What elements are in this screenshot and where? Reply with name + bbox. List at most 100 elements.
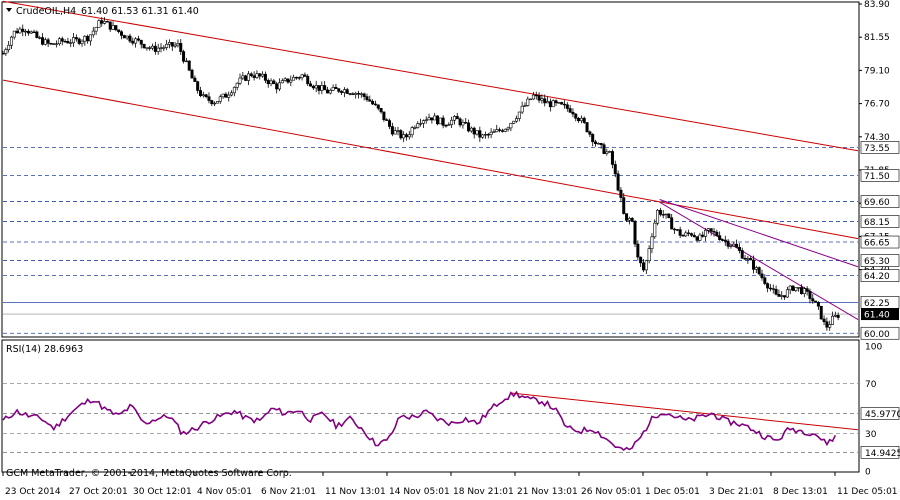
candle-body [300, 74, 304, 79]
candle-body [303, 74, 307, 77]
candle-body [458, 118, 462, 126]
candle-body [492, 131, 496, 133]
candle-body [24, 30, 28, 33]
price-trendline [659, 199, 859, 268]
level-label: 73.55 [864, 144, 890, 154]
candle-body [213, 102, 217, 105]
candle-body [467, 122, 471, 132]
candle-body [828, 324, 832, 328]
candle-body [390, 126, 394, 135]
candle-body [354, 93, 358, 95]
candle-body [15, 30, 19, 34]
candle-body [752, 259, 756, 270]
candle-body [656, 209, 660, 224]
candle-body [173, 44, 177, 47]
time-tick-label: 23 Oct 2014 [5, 487, 61, 497]
candle-body [159, 47, 163, 49]
candle-body [227, 94, 231, 98]
time-tick-label: 6 Nov 21:01 [261, 487, 316, 497]
rsi-tick-label: 45.9770 [865, 410, 900, 420]
candle-body [252, 75, 256, 78]
candle-body [314, 85, 318, 89]
candle-body [12, 30, 16, 38]
candle-body [438, 117, 442, 125]
candle-body [616, 173, 620, 191]
candle-body [720, 239, 724, 241]
candle-body [396, 130, 400, 132]
candle-body [416, 123, 420, 128]
candle-body [441, 117, 445, 126]
candle-body [399, 130, 403, 139]
candle-body [534, 94, 538, 97]
candle-body [594, 141, 598, 144]
rsi-tick-label: 70 [865, 380, 877, 390]
candle-body [675, 229, 679, 231]
chart-symbol-title: CrudeOIL,H4 [16, 6, 76, 17]
candle-body [664, 213, 668, 216]
candle-body [636, 243, 640, 258]
candle-body [156, 47, 160, 52]
time-tick-label: 26 Nov 05:01 [581, 487, 642, 497]
candle-body [450, 119, 454, 125]
candle-body [517, 111, 521, 119]
level-label: 62.25 [864, 299, 890, 309]
candle-body [125, 35, 129, 39]
candle-body [201, 94, 205, 97]
candle-body [444, 125, 448, 127]
candle-body [199, 90, 203, 97]
candle-body [562, 103, 566, 106]
rsi-panel-frame [1, 339, 860, 473]
price-trendlines [2, 0, 859, 320]
candle-body [811, 298, 815, 302]
candle-body [385, 119, 389, 121]
candle-body [136, 38, 140, 41]
candle-body [210, 100, 214, 105]
candle-body [232, 87, 236, 94]
level-label: 69.60 [864, 198, 890, 208]
candle-body [348, 93, 352, 95]
price-tick-label: 83.90 [864, 0, 890, 10]
candle-body [69, 42, 73, 44]
candle-body [794, 287, 798, 291]
candle-body [182, 51, 186, 62]
candle-body [658, 209, 662, 215]
candle-body [342, 89, 346, 93]
rsi-axis: 100 70 45.9770 30 14.9425 0 [860, 343, 900, 478]
candle-body [382, 111, 386, 120]
candle-body [799, 287, 803, 294]
candle-body [7, 44, 11, 50]
price-axis: 83.9081.5579.1076.7074.3071.8569.4567.15… [859, 0, 890, 276]
level-label: 65.30 [864, 257, 890, 267]
candle-body [407, 134, 411, 138]
candle-body [613, 164, 617, 175]
candle-body [86, 36, 90, 42]
price-tick-label: 81.55 [864, 33, 890, 43]
candle-body [120, 31, 124, 36]
candle-body [32, 31, 36, 33]
candle-body [673, 228, 677, 231]
time-tick-label: 8 Dec 13:01 [773, 487, 828, 497]
candle-body [18, 28, 22, 34]
candle-body [365, 96, 369, 101]
level-label-box [860, 254, 900, 267]
candle-body [746, 258, 750, 260]
candle-body [311, 85, 315, 89]
candle-body [244, 75, 248, 81]
chart-menu-arrow-icon[interactable] [6, 8, 12, 12]
copyright-text: GCM MetaTrader, © 2001-2014, MetaQuotes … [6, 468, 292, 479]
level-label-box [860, 215, 900, 228]
candle-body [684, 232, 688, 237]
candle-body [478, 130, 482, 138]
rsi-tick-label: 30 [865, 430, 877, 440]
candle-body [588, 131, 592, 135]
candle-body [162, 47, 166, 49]
candle-body [334, 86, 338, 90]
candle-body [402, 134, 406, 139]
candle-body [757, 267, 761, 275]
candle-body [602, 144, 606, 154]
candle-body [230, 92, 234, 96]
candle-body [187, 60, 191, 71]
candle-body [771, 288, 775, 290]
time-axis: 23 Oct 2014 27 Oct 20:01 30 Oct 12:01 4 Nov… [2, 472, 898, 497]
